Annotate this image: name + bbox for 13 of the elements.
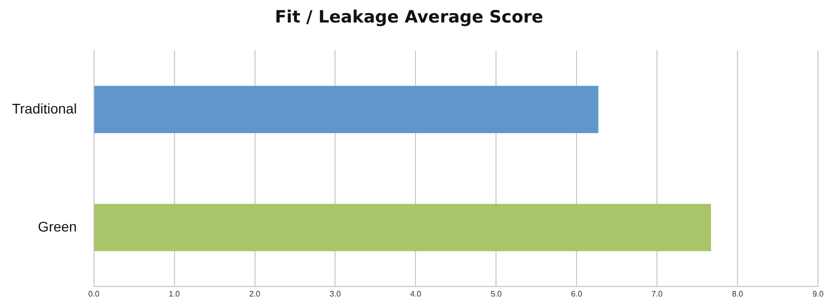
x-tick-label: 6.0 <box>571 290 583 299</box>
x-tick-label: 5.0 <box>490 290 502 299</box>
y-tick-label: Green <box>38 218 77 234</box>
x-tick-label: 7.0 <box>652 290 664 299</box>
x-tick-label: 3.0 <box>330 290 342 299</box>
x-tick-label: 9.0 <box>812 290 824 299</box>
x-tick-label: 0.0 <box>88 290 100 299</box>
x-tick-label: 1.0 <box>168 290 180 299</box>
x-tick-label: 4.0 <box>410 290 422 299</box>
y-tick-label: Traditional <box>12 100 77 116</box>
chart-title: Fit / Leakage Average Score <box>274 8 544 28</box>
x-tick-label: 2.0 <box>249 290 261 299</box>
x-tick-label: 8.0 <box>732 290 744 299</box>
